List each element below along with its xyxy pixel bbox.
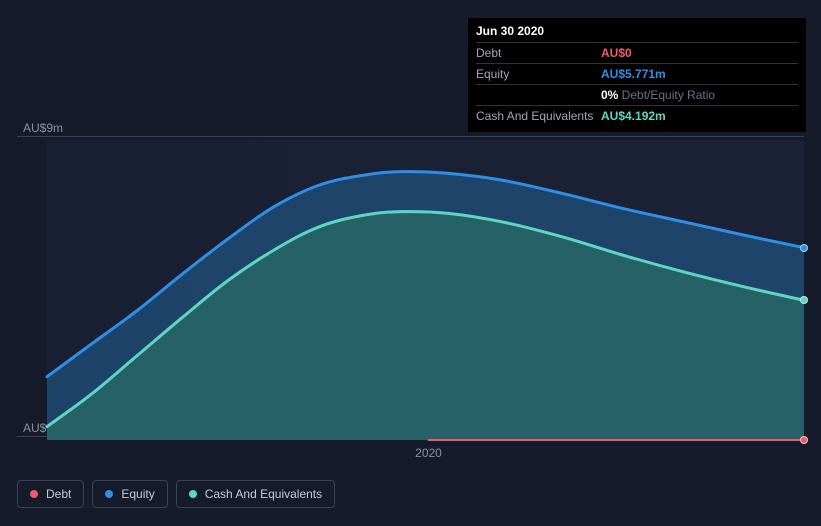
legend-item-label: Cash And Equivalents <box>205 487 322 501</box>
series-end-marker <box>800 296 808 304</box>
tooltip-row: EquityAU$5.771m <box>476 64 798 85</box>
tooltip-row-label: Equity <box>476 67 601 81</box>
tooltip-row: 0% Debt/Equity Ratio <box>476 85 798 106</box>
legend-dot-icon <box>30 490 38 498</box>
legend-item[interactable]: Equity <box>92 480 167 508</box>
legend-dot-icon <box>189 490 197 498</box>
legend-item-label: Debt <box>46 487 71 501</box>
grid-line <box>17 136 804 137</box>
series-end-marker <box>800 244 808 252</box>
tooltip-row-label: Debt <box>476 46 601 60</box>
legend-dot-icon <box>105 490 113 498</box>
series-end-marker <box>800 436 808 444</box>
tooltip-row: Cash And EquivalentsAU$4.192m <box>476 106 798 126</box>
tooltip-row-value: AU$4.192m <box>601 109 666 123</box>
tooltip-row: DebtAU$0 <box>476 43 798 64</box>
legend: Debt Equity Cash And Equivalents <box>17 480 335 508</box>
tooltip-row-label: Cash And Equivalents <box>476 109 601 123</box>
tooltip-title: Jun 30 2020 <box>476 24 798 43</box>
chart-tooltip: Jun 30 2020 DebtAU$0EquityAU$5.771m0% De… <box>468 18 806 132</box>
tooltip-row-value: 0% Debt/Equity Ratio <box>601 88 715 102</box>
legend-item[interactable]: Debt <box>17 480 84 508</box>
legend-item[interactable]: Cash And Equivalents <box>176 480 335 508</box>
chart-svg <box>47 140 804 440</box>
legend-item-label: Equity <box>121 487 154 501</box>
tooltip-row-value: AU$0 <box>601 46 632 60</box>
x-axis-tick-label: 2020 <box>415 446 442 460</box>
y-axis-max-label: AU$9m <box>23 121 63 135</box>
tooltip-row-value: AU$5.771m <box>601 67 666 81</box>
tooltip-row-label <box>476 88 601 102</box>
